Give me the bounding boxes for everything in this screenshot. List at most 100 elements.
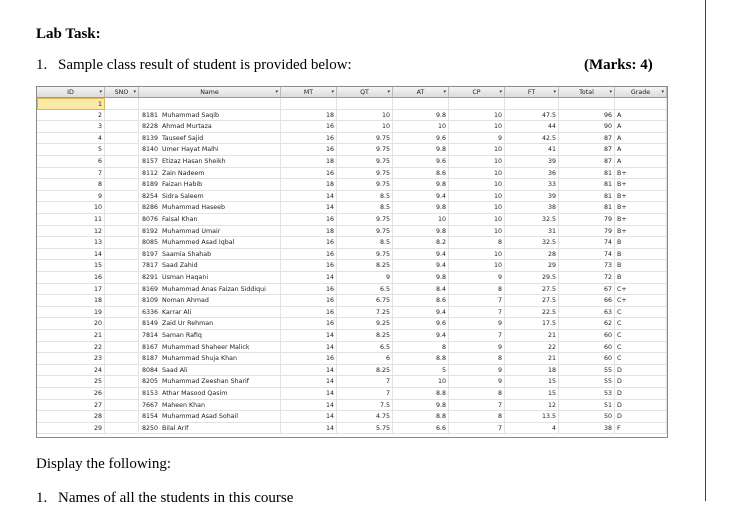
filter-button[interactable]: ▾ <box>133 89 136 95</box>
row-id: 25 <box>37 376 105 388</box>
table-cell: A <box>615 132 667 145</box>
table-cell <box>105 156 139 168</box>
table-cell: 8 <box>449 388 505 400</box>
table-cell: 9.6 <box>393 156 449 168</box>
table-cell: 14 <box>281 330 337 342</box>
row-id: 11 <box>37 214 105 226</box>
row-id: 16 <box>37 272 105 284</box>
table-cell: 79 <box>559 214 615 226</box>
filter-button[interactable]: ▾ <box>99 89 102 95</box>
table-cell: C <box>615 306 667 319</box>
table-cell: 81 <box>559 190 615 203</box>
column-header: CP ▾ <box>449 87 505 98</box>
table-cell: 8205 <box>140 376 162 388</box>
table-cell: 8149 <box>140 318 162 330</box>
filter-button[interactable]: ▾ <box>387 89 390 95</box>
table-cell: 8157 <box>140 156 162 168</box>
table-cell <box>105 167 139 180</box>
table-cell: 8.8 <box>393 411 449 423</box>
table-cell: 9.25 <box>337 318 393 330</box>
row-id: 10 <box>37 202 105 214</box>
table-cell: 47.5 <box>505 109 559 122</box>
row-id: 6 <box>37 156 105 168</box>
filter-button[interactable]: ▾ <box>609 89 612 95</box>
list-text: Names of all the students in this course <box>58 490 294 506</box>
row-id: 4 <box>37 132 105 145</box>
table-cell: 21 <box>505 330 559 342</box>
row-id: 17 <box>37 283 105 296</box>
table-cell: 16 <box>281 121 337 133</box>
table-cell: 51 <box>559 399 615 412</box>
table-cell: 10 <box>449 202 505 214</box>
table-cell: 14 <box>281 422 337 435</box>
table-cell: A <box>615 121 667 133</box>
table-cell: 8167 <box>140 342 162 354</box>
table-cell: 16 <box>281 306 337 319</box>
table-cell: Saad Ali <box>160 364 281 377</box>
table-cell: Sidra Saleem <box>160 190 281 203</box>
table-cell: 10 <box>449 225 505 238</box>
table-cell: 18 <box>281 156 337 168</box>
table-cell: 7814 <box>140 330 162 342</box>
table-cell: 9.4 <box>393 330 449 342</box>
table-cell: 9 <box>449 376 505 388</box>
table-cell: 38 <box>505 202 559 214</box>
table-cell: 6 <box>337 353 393 365</box>
table-cell: 63 <box>559 306 615 319</box>
table-cell: 7 <box>337 376 393 388</box>
table-cell: 9.6 <box>393 318 449 330</box>
table-cell <box>105 109 139 122</box>
table-cell: Faizan Habib <box>160 179 281 191</box>
filter-button[interactable]: ▾ <box>443 89 446 95</box>
table-cell: 10 <box>393 376 449 388</box>
table-cell: 18 <box>281 109 337 122</box>
table-cell: 5 <box>393 364 449 377</box>
table-cell: 9.75 <box>337 144 393 156</box>
column-header: QT ▾ <box>337 87 393 98</box>
table-cell: 10 <box>449 214 505 226</box>
table-cell: 9.8 <box>393 202 449 214</box>
table-cell: 8197 <box>140 249 162 261</box>
table-cell <box>105 190 139 203</box>
table-cell <box>105 330 139 342</box>
table-cell: 10 <box>449 260 505 272</box>
table-cell: 8085 <box>140 237 162 249</box>
table-cell: Karrar Ali <box>160 306 281 319</box>
table-cell: 7 <box>337 388 393 400</box>
table-cell: 9.4 <box>393 248 449 261</box>
table-cell: 7 <box>449 422 505 435</box>
row-id: 2 <box>37 109 105 122</box>
table-cell: 8 <box>449 353 505 365</box>
table-cell: 29 <box>505 260 559 272</box>
table-cell: 53 <box>559 388 615 400</box>
table-cell: 9.4 <box>393 306 449 319</box>
table-cell: Ahmad Murtaza <box>160 121 281 133</box>
row-id: 27 <box>37 399 105 412</box>
table-cell: 8189 <box>140 179 162 191</box>
table-cell <box>105 341 139 354</box>
filter-button[interactable]: ▾ <box>499 89 502 95</box>
table-cell: 16 <box>281 353 337 365</box>
table-cell <box>337 98 393 110</box>
filter-button[interactable]: ▾ <box>661 89 664 95</box>
table-cell <box>160 98 281 110</box>
table-cell: 10 <box>393 121 449 133</box>
table-cell: 16 <box>281 248 337 261</box>
column-header: MT ▾ <box>281 87 337 98</box>
table-cell <box>105 388 139 400</box>
table-cell <box>105 225 139 238</box>
row-id: 24 <box>37 364 105 377</box>
table-cell: 32.5 <box>505 214 559 226</box>
task-marks: (Marks: 4) <box>584 57 653 73</box>
column-header: Grade ▾ <box>615 87 667 98</box>
table-cell: 8181 <box>140 110 162 122</box>
row-id: 8 <box>37 179 105 191</box>
filter-button[interactable]: ▾ <box>331 89 334 95</box>
table-cell <box>505 98 559 110</box>
table-cell: 15 <box>505 376 559 388</box>
table-cell: C+ <box>615 283 667 296</box>
table-cell: 6.5 <box>337 341 393 354</box>
filter-button[interactable]: ▾ <box>275 89 278 95</box>
filter-button[interactable]: ▾ <box>553 89 556 95</box>
table-cell: 74 <box>559 237 615 249</box>
